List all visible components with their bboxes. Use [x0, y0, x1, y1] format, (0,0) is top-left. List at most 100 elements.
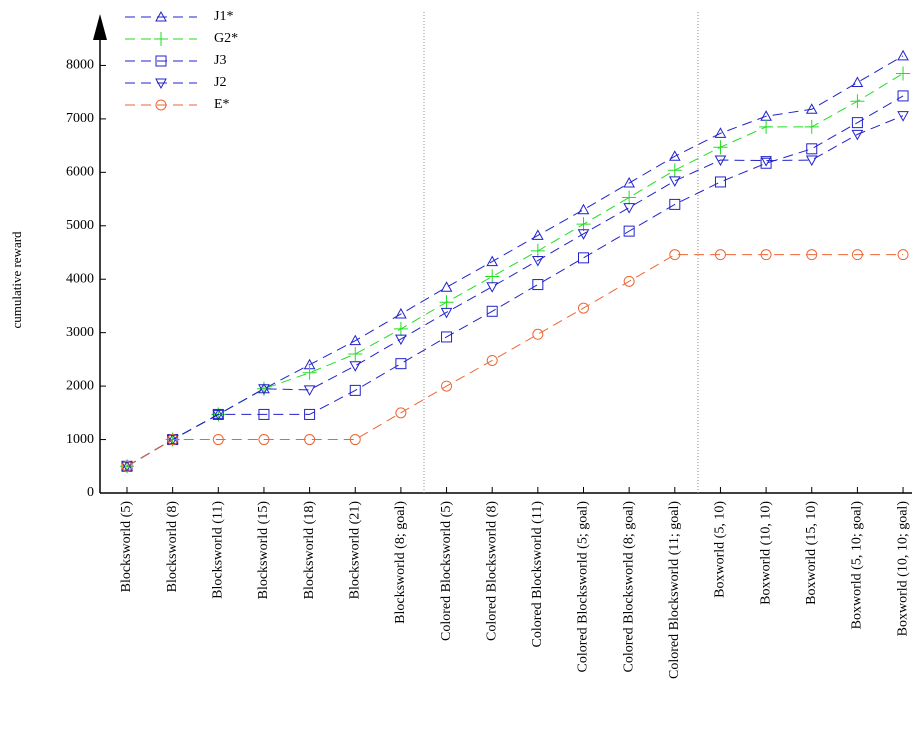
legend-label: E* — [214, 97, 230, 112]
series-line — [126, 115, 904, 467]
y-tick-label: 5000 — [66, 218, 94, 233]
x-tick-label: Blocksworld (15) — [256, 501, 271, 600]
marker — [121, 460, 133, 472]
x-tick-label: Boxworld (15, 10) — [804, 501, 819, 605]
marker — [532, 279, 544, 291]
marker — [258, 384, 270, 395]
marker — [714, 249, 726, 261]
marker — [714, 127, 727, 138]
marker — [212, 434, 224, 446]
legend-marker — [155, 99, 167, 111]
x-tick-label: Colored Blocksworld (8) — [484, 501, 499, 641]
marker — [851, 129, 864, 141]
marker — [623, 225, 635, 237]
marker — [349, 434, 361, 446]
marker — [212, 409, 225, 421]
marker — [395, 358, 407, 370]
marker — [303, 385, 316, 396]
marker — [395, 334, 407, 346]
x-tick-label: Blocksworld (8) — [165, 501, 180, 593]
marker — [393, 321, 408, 336]
x-tick-label: Boxworld (5, 10; goal) — [850, 501, 865, 630]
marker — [760, 157, 772, 169]
marker — [667, 163, 682, 178]
marker — [805, 103, 818, 114]
marker — [578, 302, 589, 314]
marker — [713, 140, 728, 155]
x-tick-label: Boxworld (5, 10) — [713, 501, 728, 598]
marker — [167, 434, 179, 446]
x-tick-label: Blocksworld (8; goal) — [393, 501, 408, 624]
x-tick-label: Blocksworld (5) — [119, 501, 134, 593]
marker — [349, 361, 362, 372]
marker — [440, 307, 453, 319]
marker — [668, 150, 681, 161]
x-tick-label: Blocksworld (11) — [211, 501, 226, 599]
marker — [304, 408, 316, 420]
series-line — [126, 55, 904, 467]
x-tick-label: Colored Blocksworld (5) — [439, 501, 454, 641]
marker — [851, 117, 863, 129]
marker — [714, 155, 727, 167]
y-tick-label: 4000 — [66, 271, 94, 286]
marker — [897, 249, 909, 261]
y-tick-label: 2000 — [66, 378, 94, 393]
marker — [577, 229, 590, 240]
legend-marker — [154, 32, 168, 46]
marker — [760, 249, 772, 261]
marker — [623, 275, 635, 287]
x-tick-label: Colored Blocksworld (5; goal) — [576, 501, 591, 673]
marker — [486, 255, 499, 267]
marker — [121, 461, 133, 473]
y-tick-label: 0 — [87, 485, 94, 500]
marker — [806, 249, 818, 261]
x-tick-label: Colored Blocksworld (11) — [530, 501, 545, 648]
marker — [486, 282, 499, 293]
marker — [349, 334, 362, 346]
y-tick-label: 8000 — [66, 58, 94, 73]
marker — [850, 94, 865, 109]
marker — [897, 49, 909, 61]
series-line — [126, 73, 904, 467]
x-tick-label: Boxworld (10, 10; goal) — [895, 501, 910, 637]
marker — [302, 365, 317, 380]
y-tick-label: 1000 — [66, 432, 94, 447]
legend-marker — [155, 10, 167, 22]
marker — [439, 295, 454, 310]
legend-label: J1* — [214, 9, 233, 24]
marker — [395, 407, 407, 419]
marker — [622, 190, 637, 205]
x-tick-label: Colored Blocksworld (11; goal) — [667, 501, 682, 679]
marker — [896, 66, 911, 81]
marker — [805, 155, 818, 167]
marker — [576, 217, 591, 232]
marker — [486, 354, 498, 366]
y-axis-label: cumulative reward — [9, 231, 24, 329]
marker — [348, 347, 363, 362]
marker — [577, 203, 590, 215]
x-tick-label: Colored Blocksworld (8; goal) — [621, 501, 636, 673]
marker — [804, 119, 819, 134]
marker — [532, 328, 544, 340]
legend-label: G2* — [214, 31, 238, 46]
marker — [440, 281, 453, 292]
x-tick-label: Boxworld (10, 10) — [758, 501, 773, 605]
marker — [258, 408, 270, 420]
series-line — [126, 254, 904, 467]
marker — [349, 384, 361, 396]
y-tick-label: 7000 — [66, 111, 94, 126]
legend-marker — [155, 78, 167, 90]
marker — [806, 143, 818, 155]
marker — [304, 434, 316, 446]
marker — [669, 249, 681, 261]
x-tick-label: Blocksworld (21) — [347, 501, 362, 600]
marker — [578, 252, 589, 264]
marker — [669, 198, 681, 210]
y-tick-label: 6000 — [66, 165, 94, 180]
marker — [441, 331, 453, 343]
marker — [897, 111, 909, 122]
marker — [668, 176, 681, 187]
legend-label: J3 — [214, 53, 226, 68]
y-axis-arrow — [93, 14, 107, 40]
marker — [530, 243, 545, 258]
